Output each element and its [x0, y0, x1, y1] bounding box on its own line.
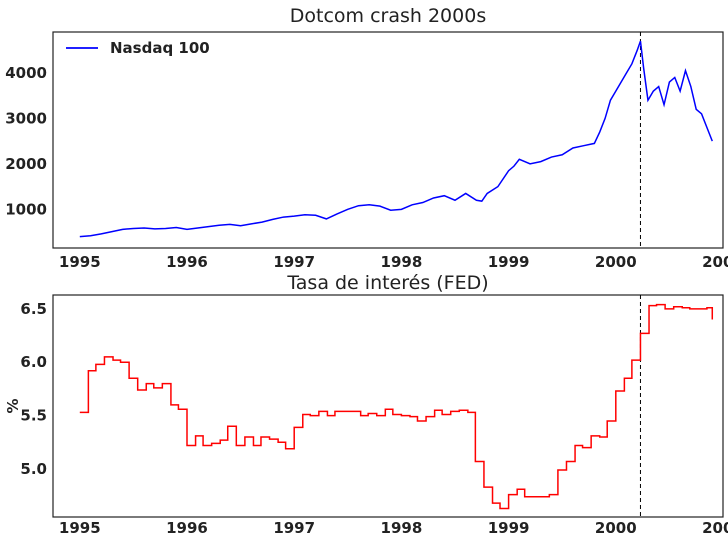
nasdaq-x-tick-label: 1996	[166, 253, 208, 271]
fed-rate-x-tick-label: 1998	[381, 519, 423, 537]
legend-label-nasdaq-100: Nasdaq 100	[110, 39, 210, 57]
nasdaq-panel: Dotcom crash 2000s 1000 2000 3000 4000 1995…	[5, 5, 728, 271]
fed-rate-y-axis-label: %	[4, 398, 22, 413]
nasdaq-y-tick-label: 4000	[5, 64, 47, 82]
fed-rate-x-tick-label: 1997	[273, 519, 315, 537]
fed-rate-chart-title: Tasa de interés (FED)	[286, 272, 488, 294]
fed-rate-y-tick-label: 5.5	[20, 407, 47, 425]
nasdaq-plot-frame	[52, 31, 724, 249]
fed-rate-y-tick-label: 5.0	[20, 460, 47, 478]
nasdaq-x-tick-label: 2000	[595, 253, 637, 271]
nasdaq-x-axis: 1995 1996 1997 1998 1999 2000 2001	[59, 253, 728, 271]
fed-rate-x-tick-label: 1995	[59, 519, 101, 537]
fed-rate-y-tick-label: 6.0	[20, 353, 47, 371]
nasdaq-chart-title: Dotcom crash 2000s	[290, 5, 486, 27]
nasdaq-y-tick-label: 1000	[5, 200, 47, 218]
fed-rate-panel: Tasa de interés (FED) % 5.0 5.5 6.0 6.5 199…	[4, 272, 728, 537]
fed-rate-y-tick-label: 6.5	[20, 300, 47, 318]
nasdaq-y-axis: 1000 2000 3000 4000	[5, 64, 47, 218]
fed-rate-x-tick-label: 1999	[488, 519, 530, 537]
nasdaq-y-tick-label: 2000	[5, 155, 47, 173]
fed-rate-x-tick-label: 2000	[595, 519, 637, 537]
fed-rate-x-axis: 1995 1996 1997 1998 1999 2000 2001	[59, 519, 728, 537]
nasdaq-y-tick-label: 3000	[5, 109, 47, 127]
nasdaq-x-tick-label: 1997	[273, 253, 315, 271]
nasdaq-x-tick-label: 1999	[488, 253, 530, 271]
nasdaq-100-series-line	[79, 40, 713, 238]
nasdaq-x-tick-label: 1995	[59, 253, 101, 271]
fed-rate-series-line	[79, 303, 714, 510]
nasdaq-legend: Nasdaq 100	[66, 39, 210, 57]
nasdaq-x-tick-label: 1998	[381, 253, 423, 271]
fed-rate-plot-frame	[52, 294, 724, 518]
fed-rate-y-axis: 5.0 5.5 6.0 6.5	[20, 300, 47, 478]
fed-rate-x-tick-label: 1996	[166, 519, 208, 537]
fed-rate-x-tick-label: 2001	[702, 519, 728, 537]
nasdaq-x-tick-label: 2001	[702, 253, 728, 271]
